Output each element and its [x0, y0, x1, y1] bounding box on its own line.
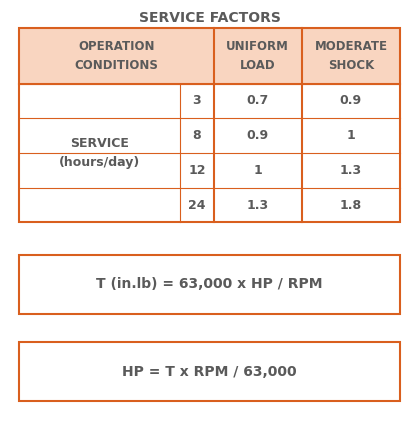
Text: 0.9: 0.9 [247, 129, 269, 142]
Text: OPERATION
CONDITIONS: OPERATION CONDITIONS [74, 40, 158, 72]
Bar [19, 342, 400, 401]
Text: 24: 24 [188, 198, 206, 211]
Text: SERVICE
(hours/day): SERVICE (hours/day) [59, 137, 140, 169]
Text: T (in.lb) = 63,000 x HP / RPM: T (in.lb) = 63,000 x HP / RPM [96, 277, 323, 292]
Text: MODERATE
SHOCK: MODERATE SHOCK [314, 40, 388, 72]
Text: 1.8: 1.8 [340, 198, 362, 211]
Text: SERVICE FACTORS: SERVICE FACTORS [139, 11, 280, 25]
Text: HP = T x RPM / 63,000: HP = T x RPM / 63,000 [122, 364, 297, 379]
Text: 1: 1 [253, 164, 262, 177]
Text: 0.9: 0.9 [340, 95, 362, 108]
Text: 1.3: 1.3 [247, 198, 269, 211]
Text: 12: 12 [188, 164, 206, 177]
Text: 1.3: 1.3 [340, 164, 362, 177]
Text: 8: 8 [193, 129, 201, 142]
Bar [19, 84, 400, 222]
Text: 3: 3 [193, 95, 201, 108]
Text: 0.7: 0.7 [246, 95, 269, 108]
Text: UNIFORM
LOAD: UNIFORM LOAD [226, 40, 289, 72]
Text: 1: 1 [347, 129, 355, 142]
Bar [19, 28, 400, 84]
Bar [19, 255, 400, 314]
